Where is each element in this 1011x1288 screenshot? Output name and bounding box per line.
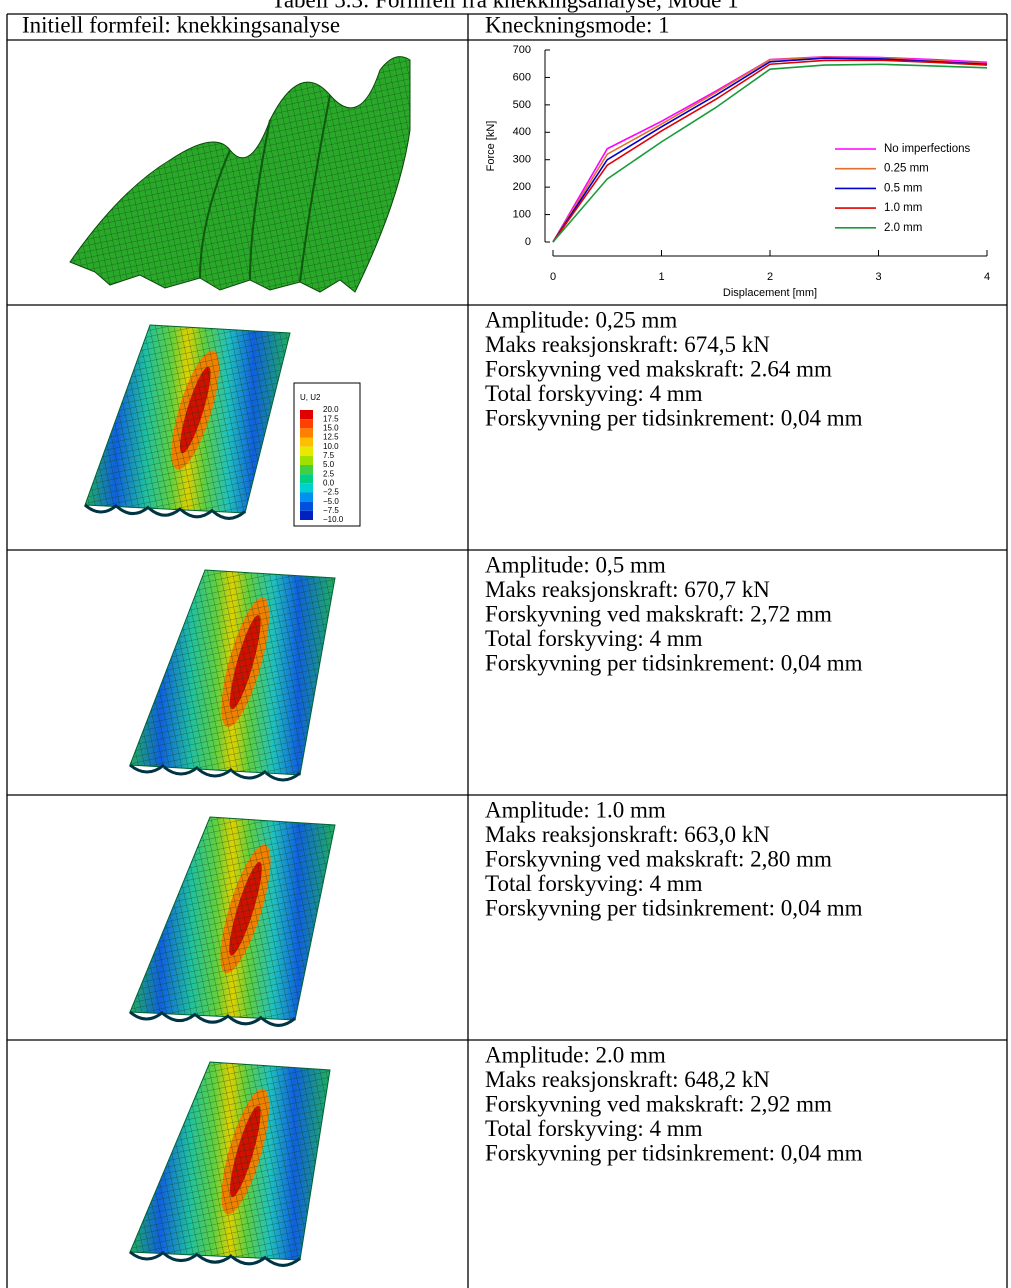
series-line [552,59,988,243]
series-line [552,56,988,243]
legend-value: −7.5 [323,506,339,515]
corrugation [129,763,301,782]
buckling-mode-image [69,56,411,293]
legend-value: 5.0 [323,460,335,469]
x-axis-label: Displacement [mm] [723,287,817,299]
legend-label: 0.25 mm [884,163,929,175]
plate-mesh [85,325,290,513]
legend-label: 2.0 mm [884,222,922,234]
x-tick-label: 2 [767,271,773,283]
plate-mesh [130,1062,330,1260]
contour-images [84,324,336,1267]
cell-line: Amplitude: 1.0 mm [485,797,666,822]
legend-value: −10.0 [323,515,344,524]
cell-line: Forskyvning per tidsinkrement: 0,04 mm [485,895,863,920]
y-tick-label: 500 [513,99,531,111]
table-rules [6,13,1008,1288]
legend-swatch [300,410,313,420]
cell-line: Amplitude: 0,25 mm [485,307,677,332]
y-tick-label: 100 [513,208,531,220]
x-tick-label: 4 [984,271,990,283]
cell-line: Forskyvning per tidsinkrement: 0,04 mm [485,405,863,430]
cell-line: Forskyvning per tidsinkrement: 0,04 mm [485,650,863,675]
header-cell: Initiell formfeil: knekkingsanalyse [22,12,340,37]
cell-line: Total forskyving: 4 mm [485,626,703,651]
legend-label: 0.5 mm [884,182,922,194]
cell-line: Total forskyving: 4 mm [485,1116,703,1141]
corrugation [84,503,246,520]
header-cell: Kneckningsmode: 1 [485,12,670,37]
cell-line: Amplitude: 2.0 mm [485,1042,666,1067]
cell-line: Forskyvning ved makskraft: 2.64 mm [485,356,832,381]
legend-swatch [300,437,313,447]
legend-swatch [300,474,313,484]
plate-mesh [130,817,335,1020]
corrugation [129,1010,296,1027]
y-axis-label: Force [kN] [485,121,497,172]
legend-label: No imperfections [884,143,971,155]
cell-line: Maks reaksjonskraft: 670,7 kN [485,577,770,602]
plate-mesh [130,570,335,775]
series-line [552,63,988,243]
legend-value: 20.0 [323,405,339,414]
y-tick-label: 200 [513,181,531,193]
cell-line: Maks reaksjonskraft: 648,2 kN [485,1067,770,1092]
legend-value: −2.5 [323,488,339,497]
cell-line: Forskyvning ved makskraft: 2,80 mm [485,846,832,871]
y-tick-label: 600 [513,71,531,83]
cell-line: Maks reaksjonskraft: 663,0 kN [485,822,770,847]
contour-legend: U, U2 20.017.515.012.510.07.55.02.50.0−2… [293,382,361,527]
cell-line: Forskyvning per tidsinkrement: 0,04 mm [485,1140,863,1165]
legend-value: 12.5 [323,433,339,442]
x-tick-label: 0 [550,271,556,283]
legend-label: 1.0 mm [884,202,922,214]
cell-line: Maks reaksjonskraft: 674,5 kN [485,332,770,357]
series-line [552,57,988,243]
cell-line: Forskyvning ved makskraft: 2,72 mm [485,601,832,626]
legend-value: 0.0 [323,478,335,487]
caption: Tabell 5.3: Formfeil fra knekkingsanalys… [271,0,738,12]
y-tick-label: 700 [513,44,531,56]
legend-swatch [300,455,313,465]
legend-swatch [300,419,313,429]
legend-swatch [300,483,313,493]
legend-value: 7.5 [323,451,335,460]
legend-value: 17.5 [323,414,339,423]
legend-value: 2.5 [323,469,335,478]
cell-line: Total forskyving: 4 mm [485,871,703,896]
legend-value: 10.0 [323,442,339,451]
legend-swatch [300,510,313,520]
legend-value: −5.0 [323,497,339,506]
contour-legend-title: U, U2 [300,393,321,402]
legend-swatch [300,428,313,438]
x-tick-label: 1 [658,271,664,283]
y-tick-label: 400 [513,126,531,138]
cell-line: Amplitude: 0,5 mm [485,552,666,577]
legend-swatch [300,446,313,456]
cell-line: Total forskyving: 4 mm [485,381,703,406]
y-tick-label: 0 [525,236,531,248]
legend-swatch [300,465,313,475]
y-tick-label: 300 [513,154,531,166]
legend-swatch [300,501,313,511]
legend-swatch [300,492,313,502]
cell-line: Forskyvning ved makskraft: 2,92 mm [485,1091,832,1116]
x-tick-label: 3 [875,271,881,283]
corrugation [129,1250,301,1267]
legend-value: 15.0 [323,423,339,432]
chart: Displacement [mm] Force [kN] 0 100 200 300 4… [485,44,990,299]
